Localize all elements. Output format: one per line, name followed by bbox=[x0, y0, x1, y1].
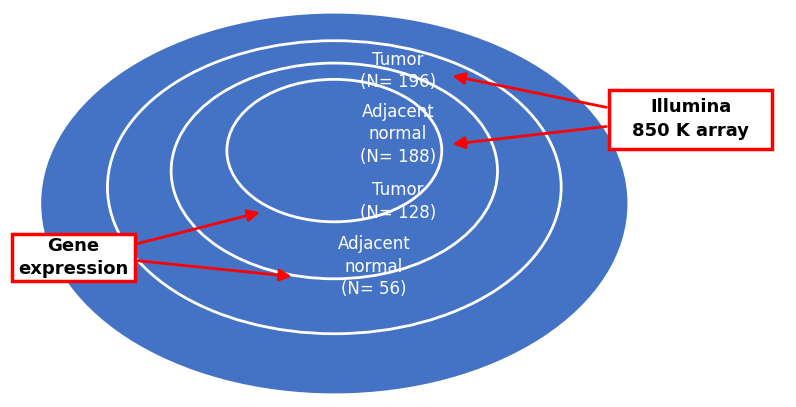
Text: Tumor
(N= 196): Tumor (N= 196) bbox=[360, 51, 436, 91]
FancyBboxPatch shape bbox=[12, 234, 135, 281]
Ellipse shape bbox=[40, 12, 629, 395]
Ellipse shape bbox=[107, 41, 561, 334]
Text: Adjacent
normal
(N= 188): Adjacent normal (N= 188) bbox=[360, 103, 436, 166]
Ellipse shape bbox=[171, 63, 498, 279]
Ellipse shape bbox=[227, 79, 442, 222]
Text: Tumor
(N= 128): Tumor (N= 128) bbox=[360, 182, 436, 221]
Text: Illumina
850 K array: Illumina 850 K array bbox=[632, 98, 749, 140]
Text: Adjacent
normal
(N= 56): Adjacent normal (N= 56) bbox=[338, 235, 411, 298]
Text: Gene
expression: Gene expression bbox=[18, 236, 129, 278]
FancyBboxPatch shape bbox=[609, 90, 772, 149]
